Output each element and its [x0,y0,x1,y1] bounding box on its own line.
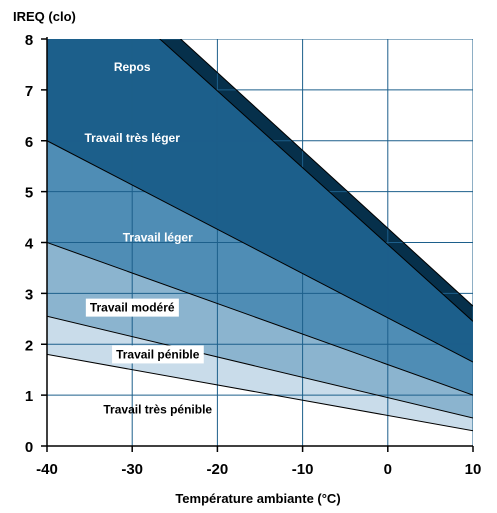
boundary-line-3 [47,140,473,363]
band-label-0: Travail très pénible [103,402,212,416]
x-tick-label: 0 [384,461,392,478]
x-tick-label: -30 [121,461,143,478]
y-tick-label: 1 [25,388,33,405]
boundary-line-5 [179,39,473,307]
chart-boundary-lines [47,39,473,432]
chart-grid [47,39,473,446]
boundary-line-2 [47,242,473,396]
y-tick-label: 0 [25,439,33,456]
y-tick-label: 4 [25,236,34,253]
boundary-line-4 [159,39,473,322]
x-tick-label: -10 [292,461,314,478]
band-label-text: Travail modéré [90,301,175,315]
boundary-line-1 [47,315,473,419]
band-travail-mod-r- [47,242,473,419]
x-tick-label: -40 [36,461,58,478]
x-tick-label: -20 [207,461,229,478]
x-axis-title: Température ambiante (°C) [175,491,340,506]
band-label-4: Travail très léger [85,131,181,145]
y-tick-label: 7 [25,83,33,100]
band-label-5: Repos [114,60,151,74]
y-tick-label: 5 [25,185,33,202]
y-tick-label: 2 [25,337,33,354]
band-travail-tr-s-l-ger [47,39,473,363]
band-label-box [85,298,179,317]
chart-bands [47,39,473,446]
band-label-1: Travail pénible [112,345,204,364]
y-tick-label: 8 [25,32,33,49]
band-label-text: Travail très pénible [103,402,212,416]
chart-band-labels: Travail très pénible Travail pénible Trava… [85,60,213,416]
y-tick-label: 6 [25,134,33,151]
band-label-text: Travail pénible [116,347,200,361]
band-travail-tr-s-p-nible [47,354,473,446]
chart-axes: 0 1 2 3 4 5 6 7 8 -40 -30 -20 -10 0 10 [25,32,482,478]
band-label-text: Travail très léger [85,131,181,145]
y-axis-title: IREQ (clo) [13,9,76,24]
boundary-line-0 [47,353,473,432]
band-label-text: Travail léger [123,230,193,244]
y-tick-label: 3 [25,286,33,303]
x-tick-label: 10 [465,461,482,478]
band-label-3: Travail léger [123,230,193,244]
band-label-2: Travail modéré [85,298,179,317]
band-travail-l-ger [47,140,473,396]
band-travail-p-nible [47,316,473,431]
band-label-text: Repos [114,60,151,74]
band-label-box [112,345,204,364]
